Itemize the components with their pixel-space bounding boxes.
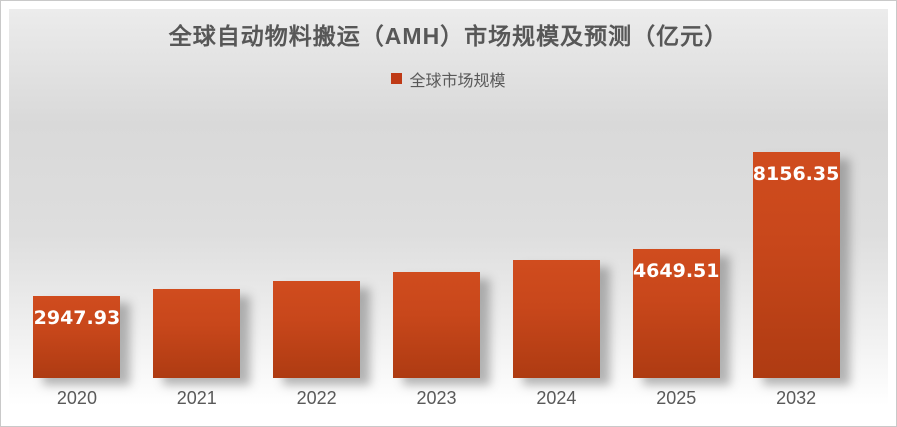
legend: 全球市场规模: [391, 67, 506, 91]
bar-2032: 8156.35: [752, 152, 840, 378]
plot-background: 全球自动物料搬运（AMH）市场规模及预测（亿元） 全球市场规模 2947.93 2…: [9, 9, 888, 418]
legend-marker-icon: [391, 73, 403, 85]
bar-group: 2021: [137, 91, 257, 418]
bar-group: 4649.51 2025: [616, 91, 736, 418]
x-axis-label: 2024: [536, 387, 577, 408]
bar-2025: 4649.51: [632, 249, 720, 378]
bar-group: 8156.35 2032: [736, 91, 856, 418]
bar-2022: [273, 281, 361, 378]
bar-value-label: 8156.35: [752, 163, 840, 185]
bar-group: 2947.93 2020: [17, 91, 137, 418]
bar-group: 2023: [377, 91, 497, 418]
bar-2020: 2947.93: [33, 296, 121, 378]
bar-group: 2024: [496, 91, 616, 418]
bar-value-label: 2947.93: [33, 307, 121, 329]
x-axis-label: 2025: [656, 387, 697, 408]
x-axis-label: 2021: [176, 387, 217, 408]
bar-group: 2022: [257, 91, 377, 418]
chart-title: 全球自动物料搬运（AMH）市场规模及预测（亿元）: [168, 23, 729, 49]
bar-2021: [153, 289, 241, 378]
legend-label: 全球市场规模: [409, 72, 506, 90]
x-axis-label: 2032: [776, 387, 817, 408]
x-axis-label: 2022: [296, 387, 337, 408]
bar-value-label: 4649.51: [632, 260, 720, 282]
bar-2024: [512, 260, 600, 378]
x-axis-label: 2023: [416, 387, 457, 408]
x-axis-label: 2020: [56, 387, 97, 408]
plot-area: 2947.93 2020 2021 2022 2023 2024 4649.51 2025 81…: [9, 91, 888, 418]
bar-2023: [393, 272, 480, 378]
